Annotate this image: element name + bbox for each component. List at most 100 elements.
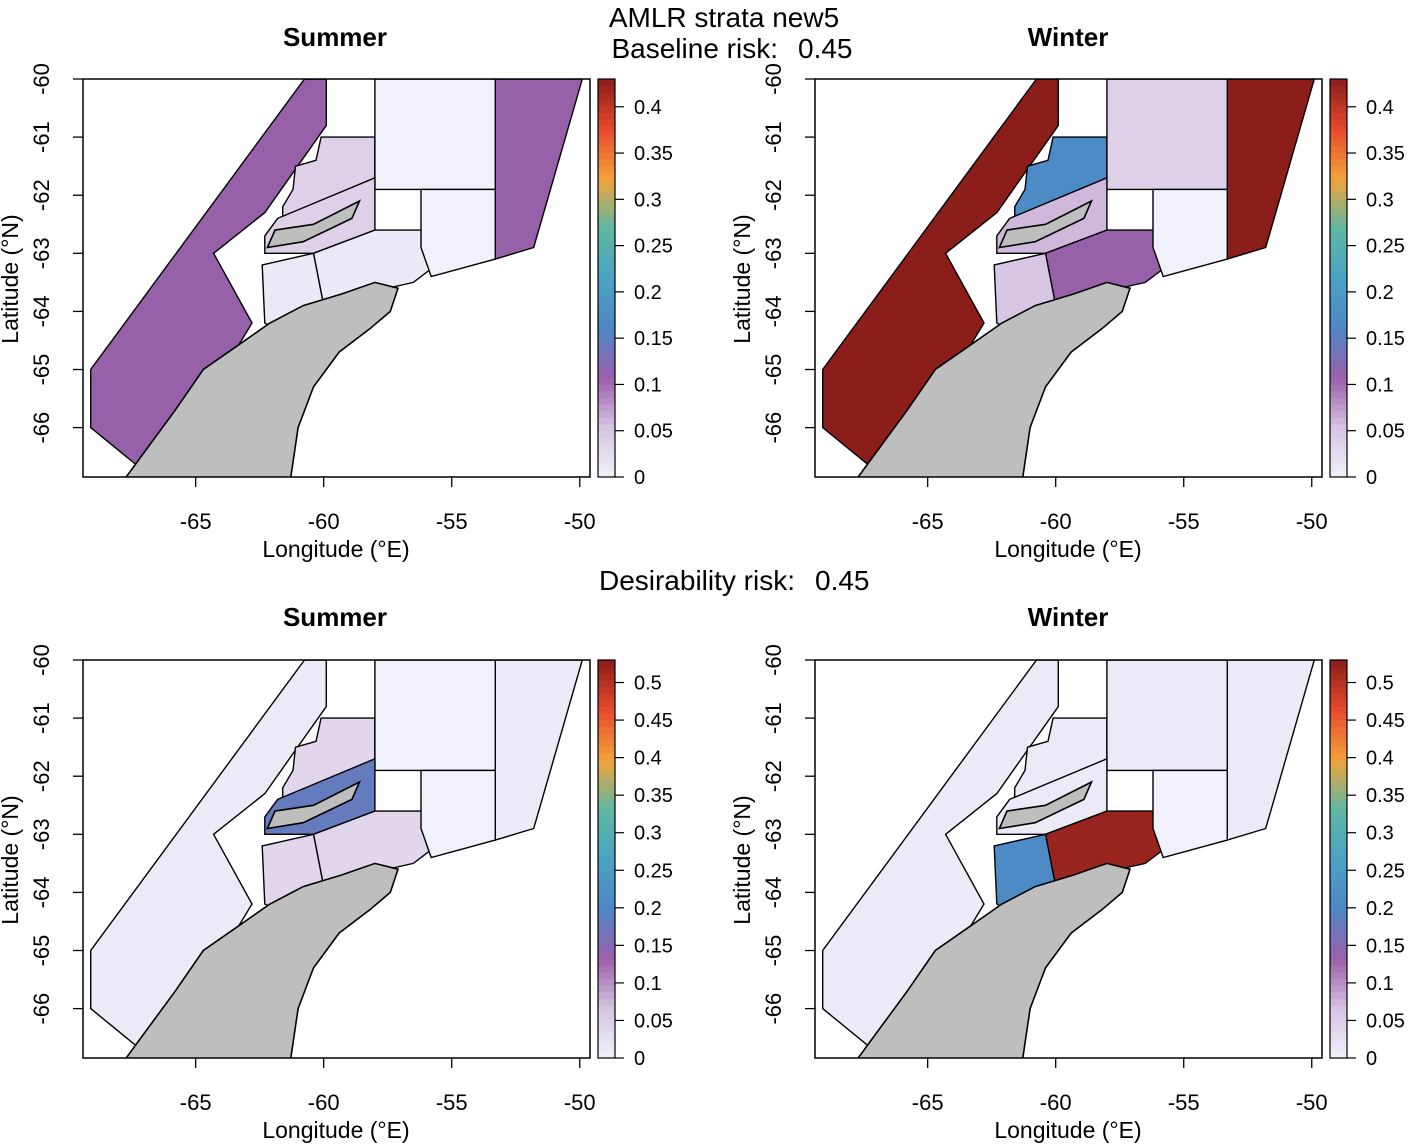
colorbar-swatch <box>1330 693 1347 701</box>
colorbar: 0 0.05 0.1 0.15 0.2 0.25 0.3 0.35 0.4 <box>597 78 673 489</box>
colorbar-swatch <box>598 805 615 814</box>
x-tick-label: -65 <box>912 1090 944 1115</box>
colorbar-swatch <box>598 404 615 412</box>
colorbar-swatch <box>598 350 615 359</box>
colorbar-swatch <box>598 892 615 900</box>
colorbar-swatch <box>598 792 615 800</box>
y-tick-label: -62 <box>761 179 786 211</box>
colorbar-swatch <box>598 377 615 385</box>
colorbar-swatch <box>598 839 615 847</box>
colorbar-swatch <box>598 158 615 166</box>
colorbar-swatch <box>598 224 615 233</box>
colorbar-tick-label: 0.45 <box>1366 710 1405 732</box>
colorbar-swatch <box>1330 1018 1347 1026</box>
colorbar-swatch <box>598 430 615 438</box>
colorbar-swatch <box>598 759 615 767</box>
colorbar-swatch <box>1330 79 1347 87</box>
y-tick-label: -60 <box>761 644 786 676</box>
map-area <box>89 660 584 1058</box>
stratum-outer-east <box>1226 660 1316 842</box>
colorbar-swatch <box>1330 819 1347 827</box>
colorbar-swatch <box>1330 390 1347 398</box>
y-tick-label: -60 <box>761 63 786 95</box>
colorbar-swatch <box>1330 244 1347 253</box>
colorbar-swatch <box>1330 443 1347 452</box>
y-tick-label: -66 <box>29 993 54 1025</box>
colorbar-swatch <box>598 865 615 873</box>
colorbar-swatch <box>1330 985 1347 993</box>
plot-frame <box>82 78 591 478</box>
colorbar-swatch <box>1330 311 1347 319</box>
colorbar-tick-label: 0.15 <box>1366 935 1405 957</box>
colorbar-tick-label: 0.35 <box>1366 785 1405 807</box>
colorbar-swatch <box>1330 739 1347 747</box>
colorbar-swatch <box>598 666 615 674</box>
colorbar-swatch <box>1330 759 1347 767</box>
colorbar-swatch <box>598 470 615 478</box>
colorbar-swatch <box>598 965 615 973</box>
stratum-north-east <box>1106 660 1229 772</box>
colorbar-swatch <box>1330 463 1347 471</box>
colorbar-swatch <box>1330 98 1347 107</box>
colorbar-tick-label: 0 <box>1366 467 1377 489</box>
x-tick-label: -55 <box>436 1090 468 1115</box>
colorbar-swatch <box>598 138 615 146</box>
colorbar-swatch <box>1330 832 1347 840</box>
plot-frame <box>814 78 1323 478</box>
panel-title: Winter <box>1028 602 1109 632</box>
colorbar-tick-label: 0.3 <box>634 823 662 845</box>
colorbar-swatch <box>598 92 615 100</box>
colorbar-swatch <box>598 752 615 761</box>
colorbar-swatch <box>1330 686 1347 694</box>
colorbar-swatch <box>598 786 615 794</box>
colorbar-swatch <box>1330 865 1347 873</box>
colorbar-tick-label: 0.25 <box>634 236 673 258</box>
colorbar-swatch <box>1330 699 1347 708</box>
colorbar-swatch <box>598 713 615 721</box>
x-tick-label: -50 <box>564 509 596 534</box>
colorbar-tick-label: 0.1 <box>634 374 662 396</box>
colorbar-swatch <box>1330 958 1347 966</box>
colorbar-swatch <box>1330 191 1347 199</box>
y-tick-label: -64 <box>29 296 54 328</box>
y-tick-label: -63 <box>29 237 54 269</box>
y-tick-label: -66 <box>761 993 786 1025</box>
plot-frame <box>814 659 1323 1059</box>
colorbar-swatch <box>598 238 615 246</box>
colorbar-swatch <box>598 364 615 372</box>
colorbar-swatch <box>1330 165 1347 173</box>
y-axis-label: Latitude (°N) <box>729 214 755 343</box>
colorbar-tick-label: 0.4 <box>634 97 662 119</box>
colorbar-swatch <box>598 297 615 306</box>
colorbar-swatch <box>1330 430 1347 438</box>
y-tick-label: -61 <box>29 702 54 734</box>
colorbar-swatch <box>598 291 615 299</box>
colorbar-tick-label: 0.2 <box>634 898 662 920</box>
colorbar-swatch <box>1330 998 1347 1006</box>
colorbar-swatch <box>1330 251 1347 259</box>
colorbar-swatch <box>1330 112 1347 120</box>
colorbar-frame <box>597 78 616 478</box>
colorbar-swatch <box>1330 885 1347 893</box>
stratum-south-east <box>1152 188 1229 278</box>
x-tick-label: -60 <box>1040 1090 1072 1115</box>
x-axis-label: Longitude (°E) <box>994 1117 1141 1143</box>
colorbar-swatch <box>1330 660 1347 668</box>
colorbar-tick-label: 0.2 <box>1366 282 1394 304</box>
colorbar-frame <box>1329 78 1348 478</box>
colorbar-swatch <box>598 370 615 379</box>
colorbar: 0 0.05 0.1 0.15 0.2 0.25 0.3 0.35 0.4 0.45 0.5 <box>597 659 673 1070</box>
colorbar-tick-label: 0.4 <box>634 748 662 770</box>
colorbar-swatch <box>598 218 615 226</box>
colorbar-swatch <box>598 331 615 339</box>
colorbar-swatch <box>1330 732 1347 741</box>
colorbar-swatch <box>598 251 615 259</box>
colorbar-swatch <box>1330 377 1347 385</box>
section-1-value: 0.45 <box>798 33 853 64</box>
section-2-label: Desirability risk: <box>599 565 795 596</box>
south-shetland-islands <box>998 199 1094 249</box>
stratum-north-east <box>374 79 496 191</box>
south-shetland-islands <box>266 199 362 249</box>
colorbar-swatch <box>1330 238 1347 246</box>
